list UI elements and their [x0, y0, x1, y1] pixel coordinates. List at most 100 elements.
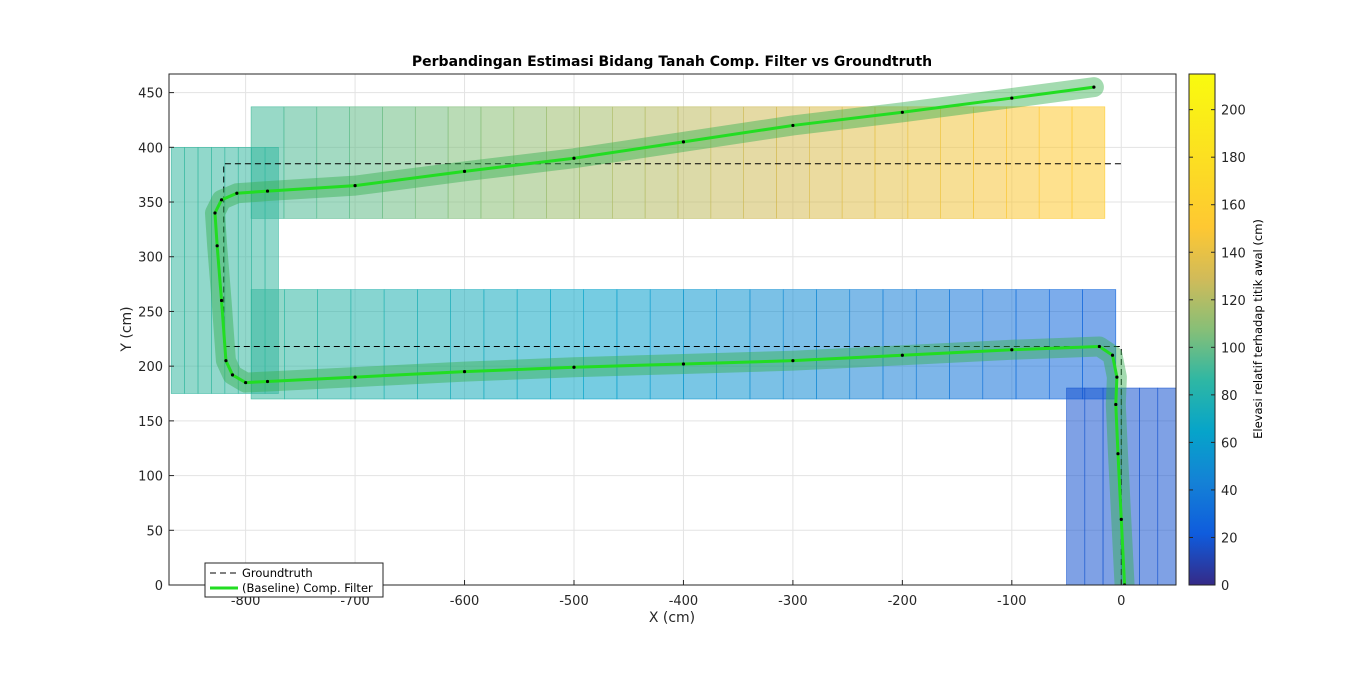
colorbar-ticks: 0 20 40 60 80 100 120 140 160 180 200	[1189, 104, 1246, 594]
series-point	[265, 379, 270, 384]
x-tick-label: -200	[888, 594, 918, 609]
plot-frame	[168, 73, 1177, 586]
colorbar-tick-label: 120	[1221, 294, 1246, 309]
terrain-cell	[611, 106, 646, 219]
series-line-comp-filter	[213, 85, 1127, 585]
terrain-cell	[1082, 289, 1117, 400]
colorbar-tick-label: 40	[1221, 484, 1238, 499]
series-point	[1119, 517, 1123, 521]
terrain-cell	[710, 106, 744, 219]
series-point	[1092, 85, 1096, 89]
x-ticks: -800 -700 -600 -500 -400 -300 -200 -100 0	[231, 580, 1125, 609]
x-tick-label: -700	[340, 594, 370, 609]
terrain-cell	[480, 106, 515, 219]
terrain-cell	[417, 289, 451, 400]
terrain-cell	[809, 106, 843, 219]
series-point	[219, 198, 224, 202]
terrain-cell	[940, 106, 974, 219]
terrain-cell	[1071, 106, 1106, 219]
terrain-cell	[973, 106, 1007, 219]
series-point	[230, 373, 235, 377]
legend-box	[204, 562, 384, 598]
y-tick-label: 400	[138, 141, 163, 156]
series-point	[791, 123, 795, 128]
y-tick-label: 150	[138, 415, 163, 430]
x-tick-label: 0	[1117, 594, 1125, 609]
series-point	[353, 184, 357, 188]
terrain-cell	[1066, 387, 1086, 585]
terrain-cell	[450, 289, 485, 400]
terrain-cell	[1006, 106, 1040, 219]
colorbar-tick-label: 0	[1221, 579, 1229, 594]
series-point	[1097, 344, 1101, 349]
series-point	[1115, 375, 1119, 379]
x-tick-label: -400	[669, 594, 699, 609]
terrain-cell	[516, 289, 551, 400]
series-point	[1114, 402, 1118, 407]
series-point	[462, 169, 467, 173]
terrain-cell	[749, 289, 784, 400]
series-point	[1010, 96, 1014, 100]
chart-title: Perbandingan Estimasi Bidang Tanah Comp.…	[412, 54, 932, 70]
colorbar	[1188, 73, 1216, 586]
terrain-cell	[1084, 387, 1104, 585]
series-point	[1110, 353, 1115, 357]
terrain-cell	[982, 289, 1017, 400]
series-point	[224, 359, 228, 363]
terrain-cell	[184, 147, 199, 394]
terrain-cell	[683, 289, 718, 400]
terrain-cell	[782, 289, 817, 400]
series-point	[353, 375, 357, 379]
terrain-cell	[414, 106, 449, 219]
terrain-cell	[849, 289, 884, 400]
terrain-cell	[1139, 387, 1159, 585]
series-point	[681, 140, 686, 144]
terrain-cell	[483, 289, 518, 400]
y-tick-label: 250	[138, 305, 163, 320]
colorbar-tick-label: 200	[1221, 104, 1246, 119]
y-tick-label: 350	[138, 196, 163, 211]
terrain-cell	[382, 106, 416, 219]
legend-label-comp-filter: (Baseline) Comp. Filter	[242, 581, 373, 595]
y-tick-label: 450	[138, 87, 163, 102]
series-point	[219, 298, 224, 303]
colorbar-tick-label: 100	[1221, 341, 1246, 356]
terrain-cell	[616, 289, 651, 400]
terrain-cell	[677, 106, 712, 219]
series-point	[572, 365, 576, 369]
series-point	[213, 211, 217, 215]
x-tick-label: -800	[231, 594, 261, 609]
y-tick-label: 200	[138, 360, 163, 375]
terrain-cell	[350, 289, 385, 400]
legend-label-groundtruth: Groundtruth	[242, 566, 313, 580]
series-point	[215, 244, 219, 248]
terrain-cell	[170, 147, 185, 394]
y-tick-label: 300	[138, 251, 163, 266]
terrain-cell	[949, 289, 984, 400]
terrain-cell	[447, 106, 482, 219]
x-tick-label: -100	[997, 594, 1027, 609]
terrain-cell	[1048, 289, 1083, 400]
series-point	[244, 380, 248, 385]
terrain-cell	[550, 289, 584, 400]
terrain-cell	[317, 289, 352, 400]
y-tick-label: 0	[155, 579, 163, 594]
terrain-cell	[383, 289, 418, 400]
y-tick-label: 50	[146, 524, 163, 539]
series-lines	[204, 77, 1135, 585]
y-axis-label: Y (cm)	[119, 306, 135, 352]
x-axis-label: X (cm)	[649, 610, 695, 626]
terrain-cell	[283, 106, 318, 219]
series-point	[900, 110, 904, 114]
colorbar-tick-label: 80	[1221, 389, 1238, 404]
series-point	[681, 362, 686, 366]
terrain-cell	[915, 289, 950, 400]
x-tick-label: -300	[778, 594, 808, 609]
series-point	[235, 191, 239, 195]
terrain-cell	[1157, 387, 1176, 585]
terrain-cell	[1015, 289, 1050, 400]
colorbar-tick-label: 180	[1221, 151, 1246, 166]
colorbar-tick-label: 140	[1221, 246, 1246, 261]
colorbar-label: Elevasi relatif terhadap titik awal (cm)	[1251, 219, 1265, 439]
